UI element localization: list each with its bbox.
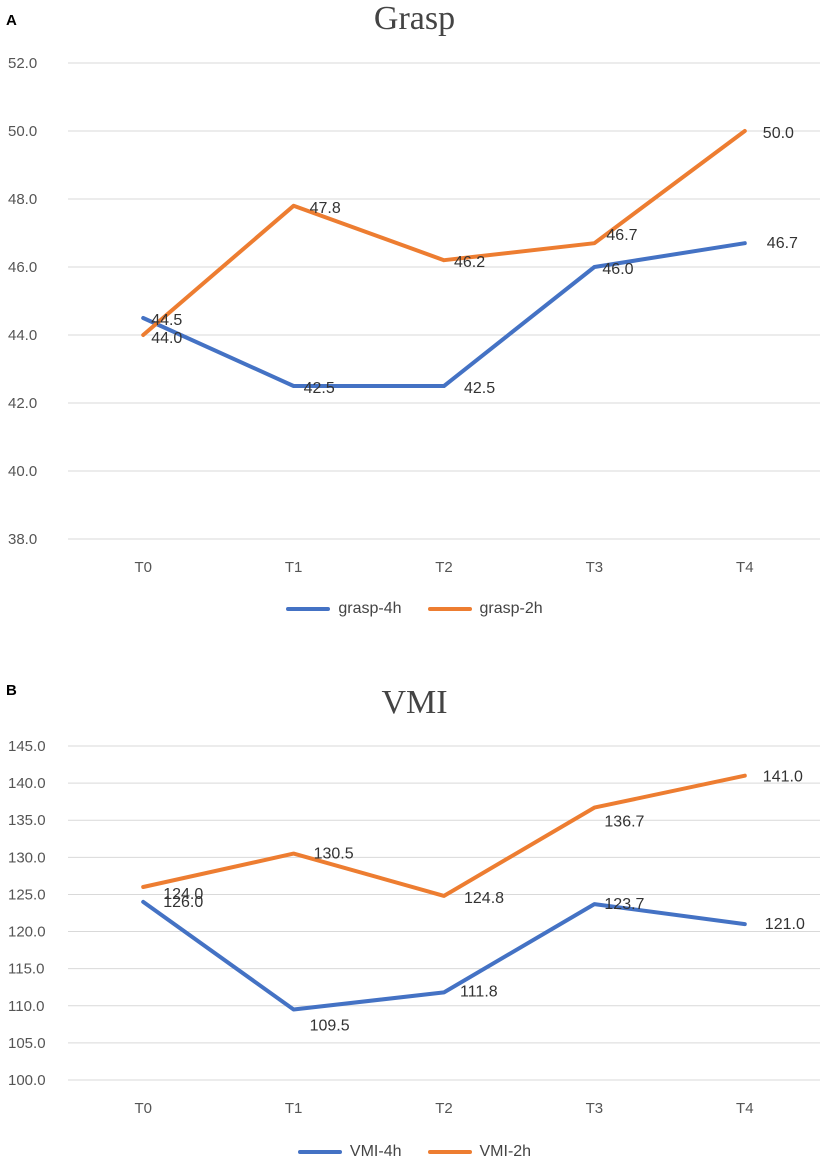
- chart-title: Grasp: [373, 0, 456, 37]
- legend-swatch-orange: [427, 1150, 472, 1154]
- legend: VMI-4h VMI-2h: [0, 1143, 829, 1161]
- x-tick-label: T1: [285, 1100, 303, 1117]
- y-tick-label: 140.0: [8, 775, 46, 792]
- y-tick-label: 125.0: [8, 886, 46, 903]
- data-label: 44.0: [151, 330, 182, 347]
- y-tick-label: 115.0: [8, 961, 44, 978]
- y-tick-label: 120.0: [8, 924, 46, 941]
- y-tick-label: 135.0: [8, 812, 46, 829]
- legend: grasp-4h grasp-2h: [0, 600, 829, 618]
- x-tick-label: T3: [586, 559, 604, 576]
- x-tick-label: T3: [586, 1100, 604, 1117]
- data-label: 47.8: [310, 200, 341, 217]
- data-label: 46.7: [767, 235, 798, 252]
- x-tick-label: T0: [134, 559, 152, 576]
- data-label: 130.5: [314, 846, 354, 863]
- legend-label: VMI-4h: [349, 1143, 402, 1160]
- y-tick-label: 42.0: [8, 395, 37, 412]
- data-label: 50.0: [763, 125, 794, 142]
- x-tick-label: T4: [736, 559, 754, 576]
- data-label: 44.5: [151, 312, 182, 329]
- y-tick-label: 110.0: [8, 998, 44, 1015]
- x-tick-label: T0: [134, 1100, 152, 1117]
- y-tick-label: 105.0: [8, 1035, 46, 1052]
- legend-swatch-orange: [427, 607, 472, 611]
- y-tick-label: 100.0: [8, 1072, 46, 1089]
- line-chart-vmi: 100.0 105.0 110.0 115.0 120.0 125.0 130.0 135.0…: [8, 738, 820, 1117]
- data-label: 46.2: [454, 254, 485, 271]
- y-tick-label: 52.0: [8, 55, 37, 72]
- data-label: 42.5: [304, 380, 335, 397]
- panel-label: B: [6, 682, 17, 699]
- legend-item-grasp-4h: grasp-4h: [286, 600, 402, 618]
- series-line-VMI-2h: [141, 773, 747, 898]
- y-tick-label: 46.0: [8, 259, 37, 276]
- y-tick-label: 145.0: [8, 738, 46, 755]
- y-tick-label: 44.0: [8, 327, 37, 344]
- legend-item-grasp-2h: grasp-2h: [427, 600, 543, 618]
- x-tick-label: T2: [435, 1100, 453, 1117]
- y-tick-label: 50.0: [8, 123, 37, 140]
- series-line-grasp-4h: [141, 241, 747, 388]
- legend-label: VMI-2h: [479, 1143, 532, 1160]
- legend-item-vmi-4h: VMI-4h: [297, 1143, 402, 1161]
- data-label: 124.0: [163, 886, 203, 903]
- data-label: 46.7: [606, 227, 637, 244]
- y-tick-label: 38.0: [8, 531, 37, 548]
- legend-label: grasp-4h: [338, 600, 402, 617]
- x-tick-label: T4: [736, 1100, 754, 1117]
- data-label: 46.0: [602, 261, 633, 278]
- x-tick-label: T1: [285, 559, 303, 576]
- data-label: 123.7: [604, 896, 644, 913]
- panel-label: A: [6, 12, 17, 29]
- data-label: 141.0: [763, 769, 803, 786]
- legend-swatch-blue: [286, 607, 331, 611]
- series-line-grasp-2h: [141, 129, 747, 337]
- data-label: 121.0: [765, 916, 805, 933]
- data-label: 42.5: [464, 380, 495, 397]
- data-label: 136.7: [604, 814, 644, 831]
- legend-swatch-blue: [297, 1150, 342, 1154]
- data-label: 124.8: [464, 890, 504, 907]
- y-tick-label: 48.0: [8, 191, 37, 208]
- chart-panel-a: A Grasp 38.0 40.0 42.0 44.0 46.0 48.0 50.0 52.0…: [0, 0, 829, 618]
- legend-item-vmi-2h: VMI-2h: [427, 1143, 532, 1161]
- legend-label: grasp-2h: [479, 600, 543, 617]
- y-tick-label: 130.0: [8, 849, 46, 866]
- chart-title: VMI: [381, 684, 448, 721]
- line-chart-grasp: 38.0 40.0 42.0 44.0 46.0 48.0 50.0 52.0 T0 T1 T2 T3…: [8, 55, 820, 576]
- chart-panel-b: B VMI 100.0 105.0 110.0 115.0 120.0 125.0 130.…: [0, 680, 829, 1161]
- data-label: 111.8: [460, 983, 498, 1000]
- y-tick-label: 40.0: [8, 463, 37, 480]
- x-tick-label: T2: [435, 559, 453, 576]
- series-line-VMI-4h: [141, 899, 747, 1012]
- data-label: 126.0: [163, 894, 203, 911]
- data-label: 109.5: [310, 1017, 350, 1034]
